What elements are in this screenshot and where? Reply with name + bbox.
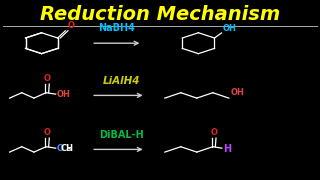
Text: H: H — [223, 144, 231, 154]
Text: 3: 3 — [67, 147, 71, 152]
Text: O: O — [44, 74, 51, 83]
Text: Reduction Mechanism: Reduction Mechanism — [40, 4, 280, 24]
Text: OH: OH — [222, 24, 236, 33]
Text: O: O — [68, 21, 75, 30]
Text: O: O — [57, 144, 64, 153]
Text: OH: OH — [230, 88, 244, 97]
Text: OH: OH — [57, 90, 70, 99]
Text: DiBAL-H: DiBAL-H — [99, 129, 144, 140]
Text: LiAlH4: LiAlH4 — [103, 75, 140, 86]
Text: CH: CH — [61, 144, 74, 153]
Text: NaBH4: NaBH4 — [98, 23, 135, 33]
Text: O: O — [44, 128, 51, 137]
Text: O: O — [211, 128, 218, 137]
